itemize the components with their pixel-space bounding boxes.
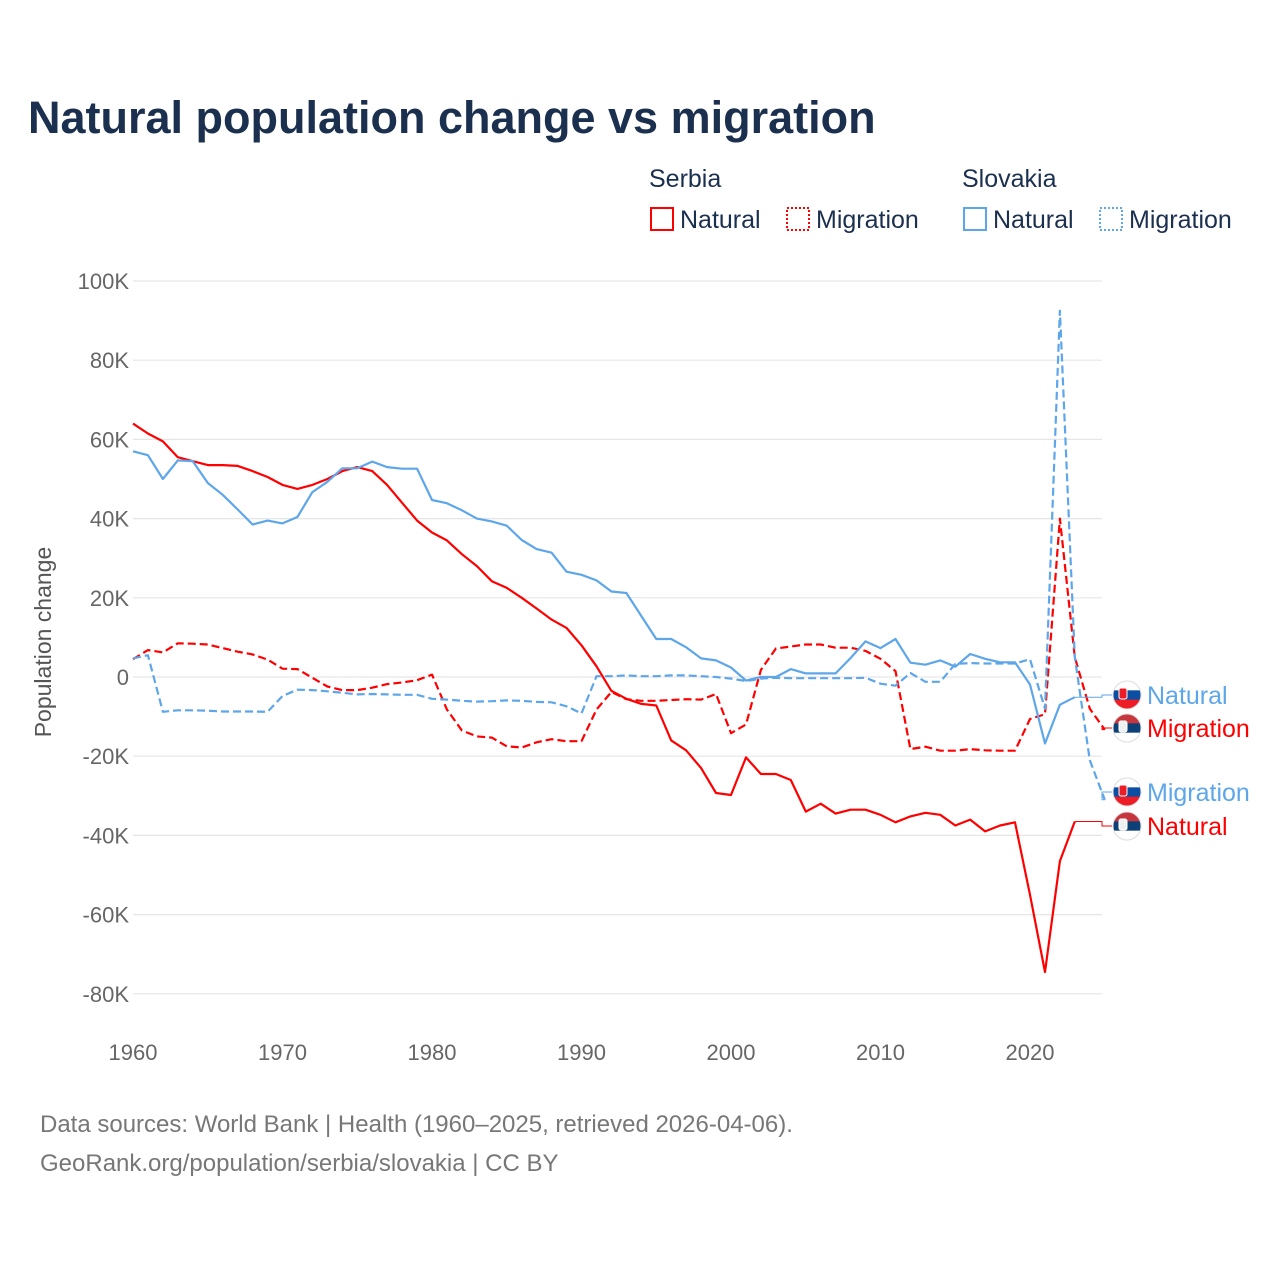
y-tick-label: -60K xyxy=(83,903,130,928)
end-label-serbia-migration: Migration xyxy=(1147,715,1250,743)
x-tick-label: 1990 xyxy=(557,1040,606,1065)
legend-group-serbia: Serbia xyxy=(649,165,721,193)
series-line-serbia-natural[interactable] xyxy=(132,422,1076,974)
x-tick-label: 2010 xyxy=(856,1040,905,1065)
end-label-connector xyxy=(1101,727,1112,731)
y-tick-label: 80K xyxy=(90,348,129,373)
flag-icon-slovakia xyxy=(1112,680,1142,710)
x-tick-label: 1960 xyxy=(109,1040,158,1065)
end-label-slovakia-migration: Migration xyxy=(1147,779,1250,807)
legend-swatch-serbia-natural xyxy=(650,207,674,231)
legend-label-slovakia-natural[interactable]: Natural xyxy=(993,206,1074,234)
x-axis: 1960 1970 1980 1990 2000 2010 2020 xyxy=(109,1040,1055,1065)
y-tick-label: 0 xyxy=(117,665,129,690)
x-tick-label: 1980 xyxy=(408,1040,457,1065)
y-tick-label: 100K xyxy=(78,269,130,294)
grid xyxy=(133,280,1102,995)
flag-icon-serbia xyxy=(1112,811,1142,841)
footer-sources: Data sources: World Bank | Health (1960–… xyxy=(40,1111,793,1138)
legend-swatch-serbia-migration xyxy=(786,207,810,231)
end-labels: Natural Migration Migration Natural xyxy=(1074,680,1250,841)
y-tick-label: -80K xyxy=(83,982,130,1007)
y-tick-label: 60K xyxy=(90,427,129,452)
series-line-slovakia-migration[interactable] xyxy=(132,309,1106,801)
x-tick-label: 2020 xyxy=(1006,1040,1055,1065)
legend-label-serbia-natural[interactable]: Natural xyxy=(680,206,761,234)
series-line-serbia-migration[interactable] xyxy=(132,517,1106,752)
legend-label-slovakia-migration[interactable]: Migration xyxy=(1129,206,1232,234)
end-label-connector xyxy=(1074,694,1112,698)
series-line-slovakia-natural[interactable] xyxy=(132,450,1076,745)
chart-title: Natural population change vs migration xyxy=(28,92,876,143)
flag-icon-slovakia xyxy=(1112,777,1142,807)
legend-group-slovakia: Slovakia xyxy=(962,165,1057,193)
x-tick-label: 2000 xyxy=(707,1040,756,1065)
y-tick-label: -40K xyxy=(83,823,130,848)
footer-link[interactable]: GeoRank.org/population/serbia/slovakia |… xyxy=(40,1150,559,1177)
y-tick-label: 40K xyxy=(90,507,129,532)
legend-swatch-slovakia-migration xyxy=(1099,207,1123,231)
x-tick-label: 1970 xyxy=(258,1040,307,1065)
series-lines xyxy=(132,309,1106,974)
flag-icon-serbia xyxy=(1112,713,1142,743)
legend-swatch-slovakia-natural xyxy=(963,207,987,231)
y-tick-label: -20K xyxy=(83,744,130,769)
end-label-slovakia-natural: Natural xyxy=(1147,682,1228,710)
end-label-connector xyxy=(1074,821,1112,827)
y-axis-label: Population change xyxy=(30,547,56,738)
y-axis: 100K 80K 60K 40K 20K 0 -20K -40K -60K -80K xyxy=(78,269,130,1007)
end-label-connector xyxy=(1101,791,1112,801)
y-tick-label: 20K xyxy=(90,586,129,611)
end-label-serbia-natural: Natural xyxy=(1147,813,1228,841)
legend: Serbia Natural Migration Slovakia Natura… xyxy=(649,165,1232,234)
legend-label-serbia-migration[interactable]: Migration xyxy=(816,206,919,234)
